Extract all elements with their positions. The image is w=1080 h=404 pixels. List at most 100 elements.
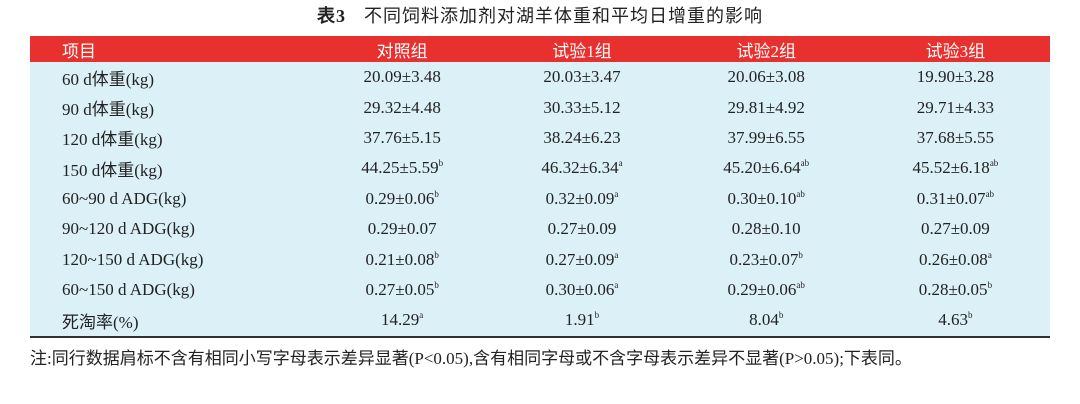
title-text: 不同饲料添加剂对湖羊体重和平均日增重的影响	[364, 6, 763, 26]
table-cell: 19.90±3.28	[860, 62, 1050, 93]
table-cell: 29.71±4.33	[860, 92, 1050, 123]
table-cell: 60~150 d ADG(kg)	[30, 274, 312, 306]
significance-mark: a	[419, 310, 424, 321]
header-cell: 试验2组	[671, 36, 861, 62]
header-cell: 试验1组	[492, 36, 672, 62]
significance-mark: ab	[796, 279, 805, 290]
table-cell: 29.32±4.48	[312, 92, 493, 123]
table-row: 死淘率(%) 14.29a 1.91b 8.04b 4.63b	[30, 305, 1050, 338]
table-row: 60~150 d ADG(kg) 0.27±0.05b 0.30±0.06a 0.29…	[30, 274, 1050, 306]
table-cell: 0.29±0.07	[312, 213, 493, 245]
note: 注:同行数据肩标不含有相同小写字母表示差异显著(P<0.05),含有相同字母或不…	[30, 349, 912, 368]
significance-mark: b	[438, 158, 444, 169]
header-cell: 项目	[30, 36, 312, 62]
table-cell: 0.32±0.09a	[492, 183, 672, 214]
table-cell: 0.31±0.07ab	[860, 183, 1050, 214]
significance-mark: ab	[989, 158, 999, 169]
significance-mark: b	[434, 279, 439, 290]
table-cell: 37.99±6.55	[671, 122, 861, 154]
significance-mark: b	[968, 310, 973, 321]
table-cell: 8.04b	[671, 305, 861, 338]
table-label: 表3	[317, 6, 346, 26]
cell-value: 1.91	[564, 310, 595, 330]
significance-mark: a	[618, 158, 623, 169]
table-cell: 0.29±0.06b	[312, 183, 493, 214]
table-cell: 46.32±6.34a	[492, 153, 672, 184]
cell-value: 4.63	[938, 310, 969, 330]
cell-value: 0.30±0.06	[545, 279, 615, 299]
table-cell: 29.81±4.92	[671, 92, 861, 123]
table-cell: 150 d体重(kg)	[30, 153, 312, 184]
significance-mark: a	[614, 279, 619, 290]
cell-value: 8.04	[749, 310, 779, 330]
table-cell: 20.09±3.48	[312, 62, 493, 93]
table: 项目 对照组 试验1组 试验2组 试验3组 60 d体重(kg) 20.09±3.48 20.…	[30, 36, 1050, 338]
table-cell: 45.52±6.18ab	[860, 153, 1050, 184]
significance-mark: b	[778, 310, 784, 321]
cell-value: 45.20±6.64	[723, 158, 801, 178]
table-cell: 0.30±0.10ab	[671, 183, 861, 214]
table-cell: 90 d体重(kg)	[30, 92, 312, 123]
header-cell: 对照组	[312, 36, 493, 62]
table-cell: 120~150 d ADG(kg)	[30, 244, 312, 275]
header-cell: 试验3组	[860, 36, 1050, 62]
table-cell: 0.26±0.08a	[860, 244, 1050, 275]
significance-mark: b	[434, 188, 439, 199]
table-cell: 0.27±0.09	[492, 213, 672, 245]
cell-value: 0.21±0.08	[365, 249, 435, 269]
table-row: 120~150 d ADG(kg) 0.21±0.08b 0.27±0.09a 0.2…	[30, 244, 1050, 275]
table-row: 90 d体重(kg) 29.32±4.48 30.33±5.12 29.81±4.92…	[30, 92, 1050, 123]
table-cell: 4.63b	[860, 305, 1050, 338]
cell-value: 0.29±0.06	[365, 188, 435, 208]
cell-value: 0.23±0.07	[729, 249, 799, 269]
significance-mark: b	[798, 249, 803, 260]
significance-mark: ab	[800, 158, 810, 169]
table-cell: 0.28±0.10	[671, 213, 861, 245]
cell-value: 0.32±0.09	[545, 188, 615, 208]
table-cell: 120 d体重(kg)	[30, 122, 312, 154]
table-row: 60~90 d ADG(kg) 0.29±0.06b 0.32±0.09a 0.30±…	[30, 183, 1050, 214]
table-cell: 14.29a	[312, 305, 493, 338]
table-cell: 60~90 d ADG(kg)	[30, 183, 312, 214]
table-cell: 0.29±0.06ab	[671, 274, 861, 306]
table-cell: 45.20±6.64ab	[671, 153, 861, 184]
significance-mark: b	[594, 310, 600, 321]
table-title: 表3 不同饲料添加剂对湖羊体重和平均日增重的影响	[0, 2, 1080, 28]
table-cell: 死淘率(%)	[30, 305, 312, 338]
cell-value: 0.28±0.05	[918, 279, 988, 299]
significance-mark: a	[614, 188, 619, 199]
table-cell: 38.24±6.23	[492, 122, 672, 154]
significance-mark: b	[434, 249, 439, 260]
table-cell: 90~120 d ADG(kg)	[30, 213, 312, 245]
table-row: 60 d体重(kg) 20.09±3.48 20.03±3.47 20.06±3.08…	[30, 62, 1050, 93]
table-cell: 0.27±0.09	[860, 213, 1050, 245]
significance-mark: ab	[796, 188, 805, 199]
cell-value: 0.29±0.06	[727, 279, 797, 299]
cell-value: 0.27±0.09	[545, 249, 615, 269]
cell-value: 0.26±0.08	[918, 249, 988, 269]
table-cell: 0.30±0.06a	[492, 274, 672, 306]
significance-mark: b	[987, 279, 993, 290]
cell-value: 0.27±0.05	[365, 279, 435, 299]
table-row: 150 d体重(kg) 44.25±5.59b 46.32±6.34a 45.20±6…	[30, 153, 1050, 184]
table-cell: 37.76±5.15	[312, 122, 493, 154]
table-row: 90~120 d ADG(kg) 0.29±0.07 0.27±0.09 0.28±0…	[30, 213, 1050, 245]
table-cell: 60 d体重(kg)	[30, 62, 312, 93]
table-cell: 44.25±5.59b	[312, 153, 493, 184]
significance-mark: a	[614, 249, 619, 260]
cell-value: 0.31±0.07	[916, 188, 986, 208]
table-cell: 1.91b	[492, 305, 672, 338]
cell-value: 45.52±6.18	[912, 158, 990, 178]
table-row: 120 d体重(kg) 37.76±5.15 38.24±6.23 37.99±6.5…	[30, 122, 1050, 154]
table-cell: 20.03±3.47	[492, 62, 672, 93]
table-cell: 0.28±0.05b	[860, 274, 1050, 306]
table-cell: 0.27±0.05b	[312, 274, 493, 306]
significance-mark: a	[987, 249, 992, 260]
table-cell: 0.27±0.09a	[492, 244, 672, 275]
cell-value: 46.32±6.34	[541, 158, 619, 178]
cell-value: 44.25±5.59	[361, 158, 439, 178]
table-cell: 0.21±0.08b	[312, 244, 493, 275]
table-cell: 20.06±3.08	[671, 62, 861, 93]
significance-mark: ab	[985, 188, 995, 199]
